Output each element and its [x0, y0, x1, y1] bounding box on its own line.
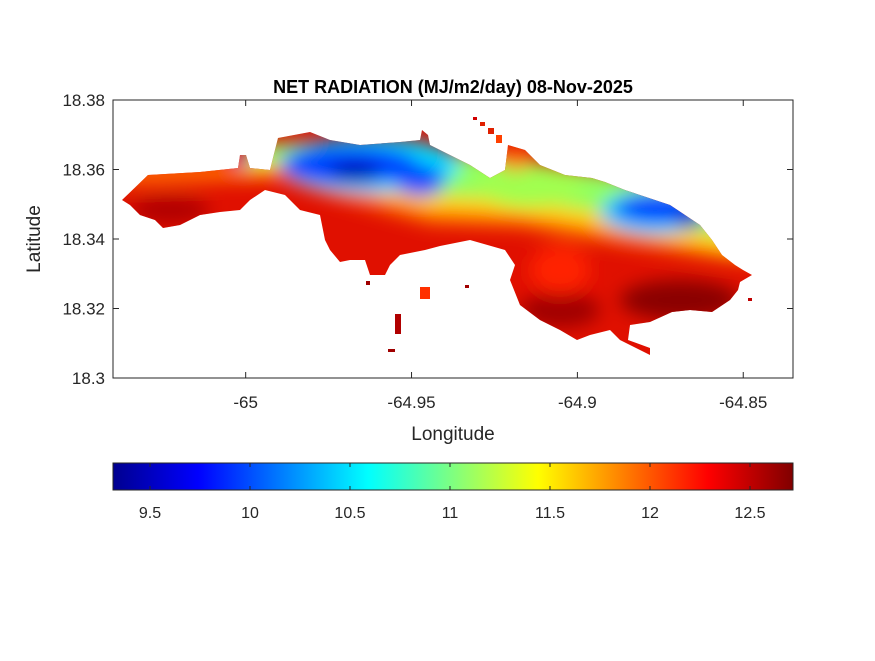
- chart-title: NET RADIATION (MJ/m2/day) 08-Nov-2025: [273, 77, 633, 97]
- x-axis: -65 -64.95 -64.9 -64.85: [233, 100, 767, 412]
- y-axis: 18.3 18.32 18.34 18.36 18.38: [62, 91, 793, 388]
- plot-area: [112, 99, 794, 379]
- colorbar-tick-label: 11: [442, 505, 459, 522]
- colorbar-tick-label: 12: [641, 505, 659, 522]
- x-tick-label: -65: [233, 393, 258, 412]
- colorbar-ticks: 9.5 10 10.5 11 11.5 12 12.5: [139, 463, 766, 522]
- y-tick-label: 18.34: [62, 230, 105, 249]
- colorbar: 9.5 10 10.5 11 11.5 12 12.5: [112, 462, 794, 522]
- y-tick-label: 18.38: [62, 91, 105, 110]
- y-axis-label: Latitude: [24, 205, 45, 273]
- colorbar-tick-label: 9.5: [139, 505, 161, 522]
- y-tick-label: 18.32: [62, 300, 105, 319]
- y-tick-label: 18.3: [72, 369, 105, 388]
- colorbar-tick-label: 10.5: [334, 505, 365, 522]
- colorbar-tick-label: 12.5: [734, 505, 765, 522]
- x-tick-label: -64.9: [558, 393, 597, 412]
- x-axis-label: Longitude: [411, 424, 494, 445]
- y-tick-label: 18.36: [62, 161, 105, 180]
- colorbar-gradient: [112, 462, 794, 491]
- x-tick-label: -64.85: [719, 393, 767, 412]
- small-islands: [366, 117, 752, 352]
- colorbar-tick-label: 11.5: [535, 505, 565, 522]
- x-tick-label: -64.95: [387, 393, 435, 412]
- colorbar-tick-label: 10: [241, 505, 259, 522]
